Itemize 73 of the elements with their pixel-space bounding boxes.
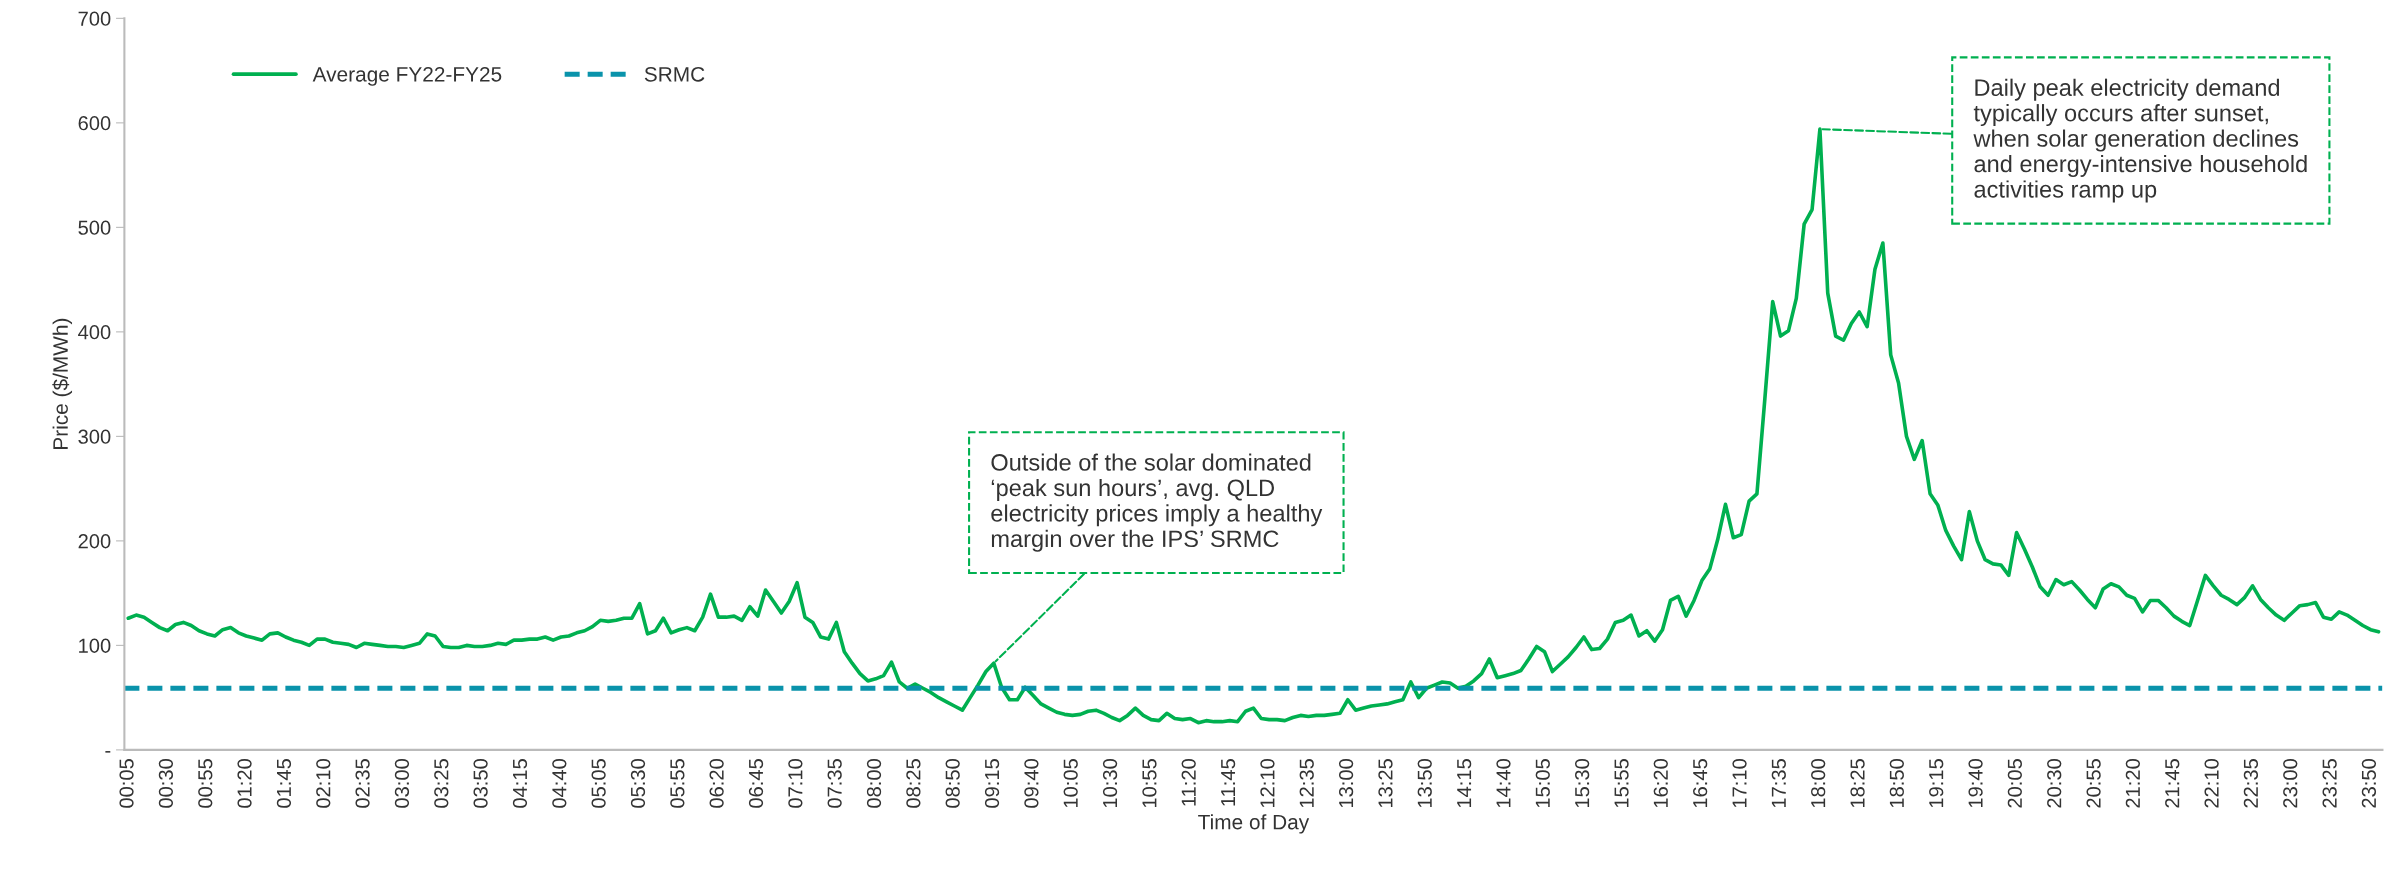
x-tick-label: 01:20 [237,759,252,808]
x-tick-label: 13:50 [1417,759,1432,808]
x-tick-label: 10:55 [1142,759,1157,808]
y-tick-label: 400 [78,325,111,340]
x-tick-label: 07:10 [788,759,803,808]
x-tick-label: 23:50 [2361,759,2377,808]
annotation: Daily peak electricity demand typically occurs after sunset, when solar generation declines and energy-intensive household activities ramp up [1973,78,2307,203]
x-tick-label: 18:25 [1850,759,1865,808]
x-tick-label: 20:30 [2047,759,2062,808]
x-tick-label: 15:30 [1575,759,1590,808]
x-tick-label: 08:25 [906,759,921,808]
x-tick-label: 17:10 [1732,759,1747,808]
x-tick-label: 13:00 [1338,759,1354,808]
x-tick-label: 10:30 [1102,759,1118,808]
y-tick-label: 300 [78,429,111,444]
x-tick-label: 04:40 [552,759,567,808]
x-tick-label: 00:05 [119,759,134,808]
x-tick-label: 23:00 [2283,759,2298,808]
x-tick-label: 01:45 [276,759,292,808]
x-tick-label: 02:10 [316,759,331,808]
x-tick-label: 08:00 [866,759,882,808]
x-tick-label: 23:25 [2322,759,2337,808]
x-tick-label: 18:50 [1889,759,1904,808]
x-tick-label: 14:15 [1457,759,1472,808]
x-tick-label: 16:45 [1693,759,1708,808]
x-tick-label: 13:25 [1378,759,1393,808]
x-tick-label: 21:45 [2165,759,2180,808]
x-tick-label: 07:35 [827,759,842,808]
x-tick-label: 03:50 [473,759,488,808]
x-tick-label: 12:35 [1299,759,1314,808]
y-axis-title: Price ($/MWh) [52,318,73,449]
y-tick-label: 700 [78,11,111,26]
y-tick-label: - [105,751,111,753]
x-tick-label: 14:40 [1496,759,1511,808]
x-tick-label: 05:55 [670,759,685,808]
x-tick-label: 22:10 [2204,759,2219,808]
x-tick-label: 20:05 [2007,759,2022,808]
x-tick-label: 06:45 [748,759,764,808]
x-tick-label: 02:35 [355,759,370,808]
x-tick-label: 21:20 [2125,759,2140,808]
y-tick-label: 200 [78,534,111,549]
x-tick-label: 19:15 [1929,759,1944,808]
x-tick-label: 12:10 [1260,759,1275,808]
x-tick-label: 20:55 [2086,759,2101,808]
x-tick-label: 15:05 [1535,759,1550,808]
x-tick-label: 19:40 [1968,759,1983,808]
x-tick-label: 18:00 [1811,759,1826,808]
x-tick-label: 05:30 [630,759,646,808]
x-tick-label: 16:20 [1653,759,1668,808]
x-tick-label: 09:15 [984,759,1000,808]
x-tick-label: 05:05 [591,759,606,808]
annotation: Outside of the solar dominated ‘peak sun hours’, avg. QLD electricity prices imply a healthy margin over the IPS’ SRMC [991,453,1323,552]
x-tick-label: 11:45 [1221,759,1236,806]
y-tick-label: 500 [78,220,111,235]
x-tick-label: 00:30 [158,759,174,808]
y-tick-label: 600 [78,116,111,131]
x-tick-label: 04:15 [512,759,528,808]
x-tick-label: 06:20 [709,759,724,808]
x-tick-label: 03:00 [394,759,410,808]
x-tick-label: 10:05 [1063,759,1078,808]
x-tick-label: 00:55 [198,759,213,808]
x-tick-label: 15:55 [1614,759,1629,808]
x-tick-label: 03:25 [434,759,449,808]
x-tick-label: 22:35 [2243,759,2259,808]
x-tick-label: 17:35 [1771,759,1786,808]
line-series [126,127,2381,725]
x-axis-title: Time of Day [1198,814,1310,834]
x-tick-label: 09:40 [1024,759,1039,808]
legend-label: Average FY22-FY25 [312,66,502,86]
legend-label: SRMC [644,66,705,82]
x-tick-label: 11:20 [1181,759,1196,806]
y-tick-label: 100 [79,638,111,653]
x-tick-label: 08:50 [945,759,960,808]
